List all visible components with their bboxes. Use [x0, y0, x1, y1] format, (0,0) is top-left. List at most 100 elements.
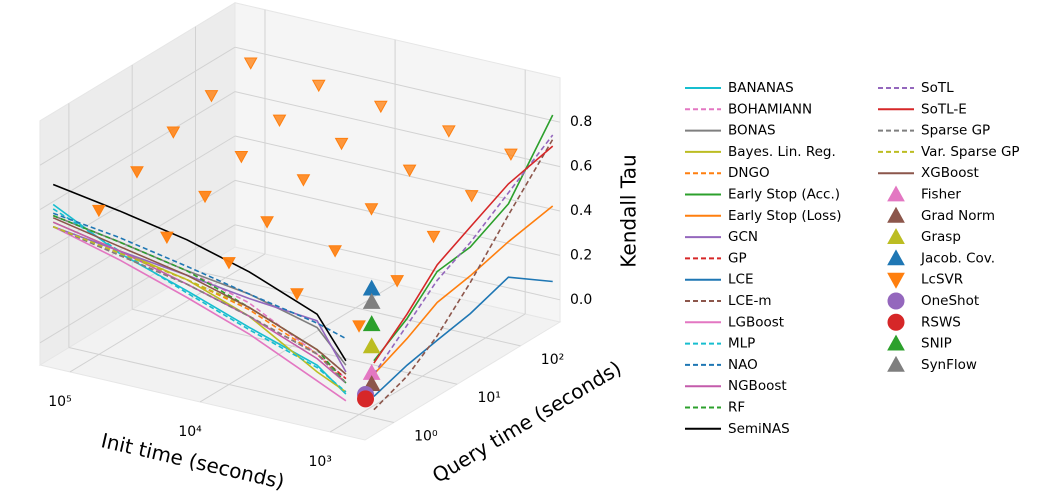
data-point [390, 275, 405, 288]
legend-label: Sparse GP [921, 123, 990, 139]
legend-entry: Grad Norm [887, 206, 995, 224]
series-line [373, 134, 554, 375]
legend-label: LCE [728, 272, 753, 288]
legend-entry: SemiNAS [685, 421, 790, 437]
legend-label: OneShot [921, 293, 979, 309]
legend-label: RSWS [921, 314, 961, 330]
grid [39, 9, 561, 433]
grid-line [132, 308, 458, 385]
panes [38, 1, 562, 441]
x-tick-label: 10³ [308, 454, 331, 470]
legend-swatch [887, 292, 905, 310]
legend-label: LcSVR [921, 272, 963, 288]
legend-entry: NGBoost [685, 378, 787, 394]
legend-entry: SoTL-E [878, 101, 967, 117]
grid-line [199, 283, 396, 403]
data-point [222, 257, 236, 270]
legend-swatch [887, 206, 905, 223]
data-point [426, 230, 441, 244]
legend-entry: LCE-m [685, 293, 772, 309]
data-point [362, 315, 381, 332]
data-point [373, 100, 388, 114]
legend-entry: XGBoost [878, 165, 979, 181]
data-point [260, 216, 274, 229]
grid-line [69, 253, 266, 373]
legend-label: Var. Sparse GP [921, 144, 1020, 160]
legend-swatch [887, 249, 905, 266]
legend-entry: GP [685, 250, 747, 266]
legend-entry: BOHAMIANN [685, 101, 812, 117]
legend-label: MLP [728, 336, 755, 352]
data-point [441, 125, 456, 138]
legend-label: SynFlow [921, 357, 977, 373]
grid-line [234, 135, 561, 212]
legend-label: SNIP [921, 336, 952, 352]
x-tick-label: 10⁴ [178, 424, 202, 440]
grid-line [39, 91, 236, 211]
legend-entry: MLP [685, 336, 755, 352]
series-line [373, 145, 554, 364]
legend-entry: Var. Sparse GP [878, 144, 1020, 160]
series-line [52, 208, 347, 393]
series-line [52, 217, 347, 375]
legend-label: XGBoost [921, 165, 979, 181]
grid-line [234, 46, 561, 123]
data-point [352, 320, 366, 333]
legend-label: Early Stop (Loss) [728, 208, 842, 224]
series-line [52, 214, 347, 384]
legend-label: GP [728, 250, 747, 266]
legend-label: NAO [728, 357, 758, 373]
legend-label: SoTL-E [921, 101, 967, 117]
legend-entry: BANANAS [685, 80, 794, 96]
legend-swatch [887, 355, 905, 372]
legend-label: NGBoost [728, 378, 787, 394]
grid-line [39, 46, 236, 166]
z-tick-label: 0.2 [570, 247, 592, 263]
legend-label: BONAS [728, 123, 776, 139]
legend-label: Jacob. Cov. [920, 250, 995, 266]
legend-label: Bayes. Lin. Reg. [728, 144, 836, 160]
data-point [198, 190, 212, 204]
data-point [243, 57, 258, 70]
legend-swatch [887, 334, 905, 351]
legend-entry: LGBoost [685, 314, 784, 330]
legend-swatch [887, 228, 905, 244]
data-point [402, 164, 417, 177]
data-point [92, 204, 106, 218]
legend-entry: Sparse GP [878, 123, 990, 139]
legend-entry: SoTL [878, 80, 954, 96]
series-line [373, 114, 554, 362]
legend-entry: GCN [685, 229, 758, 245]
grid-line [234, 179, 561, 256]
y-tick-label: 10⁰ [414, 429, 438, 445]
x-tick-label: 10⁵ [48, 394, 71, 410]
data-point [334, 137, 349, 151]
legend-entry: Fisher [887, 185, 961, 203]
series-line [373, 138, 554, 411]
grid-line [329, 313, 526, 433]
marks [52, 57, 554, 411]
series-line [52, 183, 347, 362]
data-point [130, 166, 144, 179]
data-point [504, 148, 518, 161]
legend-swatch [887, 272, 905, 289]
legend-label: SoTL [921, 80, 954, 96]
grid-line [234, 91, 561, 168]
data-point [357, 390, 375, 408]
legend-label: SemiNAS [728, 421, 790, 437]
series-line [52, 225, 347, 402]
grid-line [195, 270, 521, 347]
legend-entry: Jacob. Cov. [887, 249, 995, 266]
series-line [373, 205, 554, 375]
legend-label: RF [728, 400, 745, 416]
data-point [234, 151, 249, 164]
legend-swatch [887, 313, 905, 331]
legend-entry: SNIP [887, 334, 952, 352]
grid-line [39, 179, 236, 299]
legend-entry: NAO [685, 357, 758, 373]
data-point [204, 90, 219, 103]
legend-entry: Grasp [887, 228, 961, 245]
data-point [362, 337, 381, 354]
legend-label: Fisher [921, 187, 961, 203]
legend-entry: DNGO [685, 165, 770, 181]
